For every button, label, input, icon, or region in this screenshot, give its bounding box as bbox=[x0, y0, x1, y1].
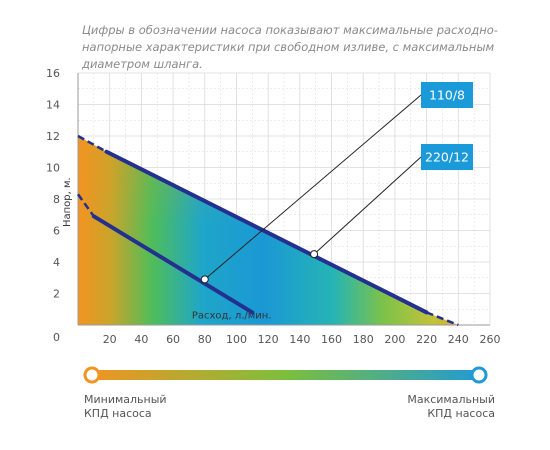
x-tick-label: 140 bbox=[289, 333, 310, 346]
callout-tag bbox=[421, 82, 473, 108]
series-110-8-dashed bbox=[76, 193, 95, 218]
chart-caption: Цифры в обозначении насоса показывают ма… bbox=[82, 23, 498, 71]
callouts: 110/8 220/12 bbox=[200, 82, 473, 284]
legend-max-line1: Максимальный bbox=[407, 393, 495, 406]
y-tick-label: 8 bbox=[53, 193, 60, 206]
callout-leader bbox=[204, 94, 422, 280]
y-tick-label: 12 bbox=[46, 130, 60, 143]
legend-gradient-bar bbox=[86, 370, 484, 380]
x-tick-label: 260 bbox=[480, 333, 501, 346]
callout-tag-label: 110/8 bbox=[429, 88, 465, 103]
series-220-12-dashed bbox=[426, 311, 459, 327]
x-tick-label: 200 bbox=[384, 333, 405, 346]
x-tick-label: 240 bbox=[448, 333, 469, 346]
legend-min-dot bbox=[83, 366, 101, 384]
legend-max-dot bbox=[470, 366, 488, 384]
x-tick-label: 220 bbox=[416, 333, 437, 346]
x-tick-label: 160 bbox=[321, 333, 342, 346]
y-tick-label: 14 bbox=[46, 99, 60, 112]
x-axis-label: Расход, л./мин. bbox=[192, 311, 272, 322]
legend-max-label: Максимальный КПД насоса bbox=[407, 393, 495, 421]
y-tick-label: 0 bbox=[53, 331, 60, 344]
series-220-12-line bbox=[104, 149, 429, 315]
legend-max-line2: КПД насоса bbox=[427, 407, 495, 420]
callout-tag bbox=[421, 144, 473, 170]
y-tick-label: 2 bbox=[53, 288, 60, 301]
y-tick-label: 4 bbox=[53, 256, 60, 269]
y-axis-label: Напор, м. bbox=[62, 177, 73, 227]
x-tick-label: 20 bbox=[103, 333, 117, 346]
marker-point bbox=[310, 250, 319, 259]
legend-min-line2: КПД насоса bbox=[84, 407, 152, 420]
x-tick-label: 40 bbox=[134, 333, 148, 346]
x-tick-label: 80 bbox=[198, 333, 212, 346]
y-tick-label: 10 bbox=[46, 162, 60, 175]
x-tick-label: 180 bbox=[353, 333, 374, 346]
x-tick-label: 100 bbox=[226, 333, 247, 346]
series-layer bbox=[76, 134, 459, 327]
axes: 20 40 60 80 100 120 140 160 180 200 220 240 260 0 2 4 6 8… bbox=[46, 67, 501, 346]
legend-min-line1: Минимальный bbox=[84, 393, 167, 406]
legend-min-label: Минимальный КПД насоса bbox=[84, 393, 167, 421]
y-tick-label: 16 bbox=[46, 67, 60, 80]
x-tick-label: 120 bbox=[258, 333, 279, 346]
y-tick-label: 6 bbox=[53, 225, 60, 238]
callout-leader bbox=[313, 156, 422, 255]
marker-point bbox=[200, 275, 209, 284]
x-tick-label: 60 bbox=[166, 333, 180, 346]
series-110-8-line bbox=[91, 214, 255, 315]
callout-tag-label: 220/12 bbox=[425, 150, 469, 165]
series-220-12-dashed bbox=[77, 134, 108, 153]
efficiency-legend bbox=[83, 366, 488, 384]
